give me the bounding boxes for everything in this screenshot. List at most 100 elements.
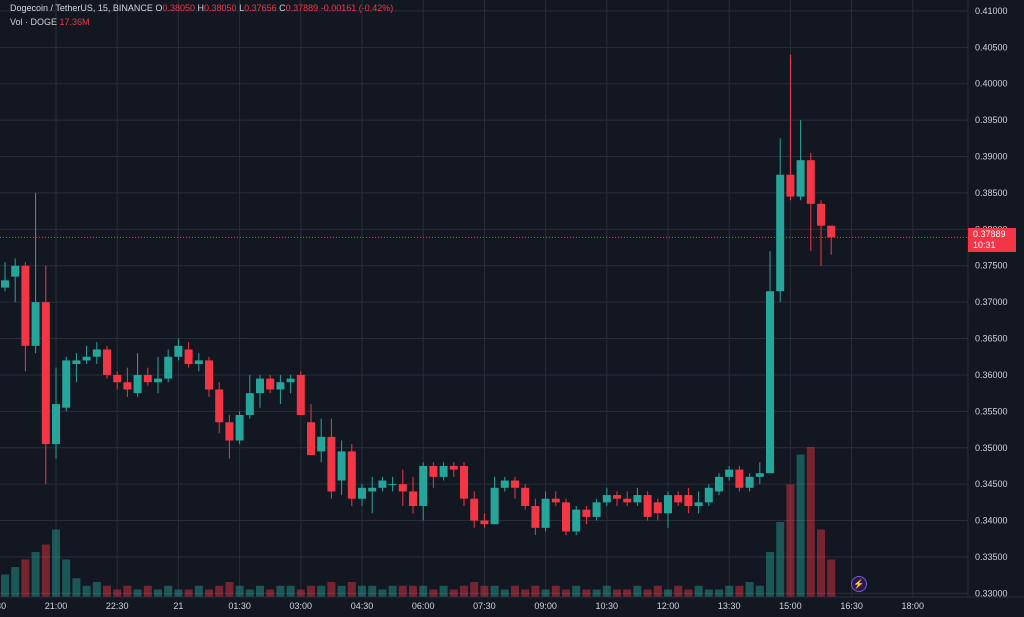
- candle[interactable]: [307, 404, 315, 456]
- candle[interactable]: [337, 440, 346, 496]
- candle[interactable]: [511, 476, 519, 499]
- candle[interactable]: [215, 382, 224, 434]
- candle[interactable]: [409, 476, 417, 514]
- candle[interactable]: [154, 356, 162, 394]
- candle[interactable]: [735, 465, 744, 492]
- candle[interactable]: [113, 371, 122, 390]
- candle[interactable]: [725, 465, 734, 481]
- candle[interactable]: [347, 444, 356, 506]
- volume-bar: [235, 585, 244, 597]
- candle[interactable]: [62, 356, 71, 412]
- candle[interactable]: [613, 491, 621, 506]
- candle[interactable]: [500, 476, 509, 492]
- candle[interactable]: [103, 345, 111, 379]
- candle[interactable]: [602, 487, 611, 506]
- candle[interactable]: [521, 484, 530, 510]
- candle[interactable]: [276, 374, 285, 405]
- candle[interactable]: [123, 367, 132, 397]
- candle[interactable]: [256, 374, 264, 408]
- candle[interactable]: [817, 200, 825, 266]
- candle[interactable]: [82, 345, 91, 365]
- candle[interactable]: [490, 476, 499, 525]
- time-axis[interactable]: 19:30 21:00 22:30 21 01:30 03:00 04:30 06:00 07:…: [0, 601, 924, 611]
- candle[interactable]: [541, 491, 550, 532]
- candle[interactable]: [470, 491, 479, 528]
- volume-bar: [133, 589, 142, 597]
- candle[interactable]: [368, 476, 377, 514]
- candle[interactable]: [205, 356, 213, 397]
- volume-bar: [194, 585, 203, 597]
- candle[interactable]: [827, 225, 836, 255]
- candle[interactable]: [704, 484, 713, 506]
- candle[interactable]: [449, 462, 458, 477]
- candle[interactable]: [572, 505, 581, 536]
- candle[interactable]: [52, 367, 60, 459]
- candles[interactable]: [1, 54, 836, 536]
- candle[interactable]: [164, 349, 173, 383]
- candle[interactable]: [460, 462, 468, 506]
- candle[interactable]: [766, 251, 774, 474]
- low-value: 0.37656: [244, 3, 277, 13]
- candle-body: [725, 469, 734, 477]
- candle[interactable]: [643, 491, 652, 521]
- candle-body: [755, 473, 764, 477]
- candle[interactable]: [684, 487, 693, 514]
- candle[interactable]: [143, 367, 152, 386]
- candle[interactable]: [296, 371, 305, 415]
- candle[interactable]: [21, 262, 30, 372]
- candle[interactable]: [653, 498, 662, 521]
- candle[interactable]: [358, 484, 366, 506]
- candle[interactable]: [531, 498, 540, 536]
- time-tick-label: 07:30: [473, 601, 496, 611]
- volume-bar: [276, 585, 285, 597]
- candle[interactable]: [174, 338, 183, 361]
- candle[interactable]: [92, 342, 101, 365]
- candle[interactable]: [235, 411, 244, 445]
- candle[interactable]: [694, 491, 703, 514]
- candle[interactable]: [41, 265, 50, 485]
- candle[interactable]: [562, 498, 570, 536]
- candle[interactable]: [286, 374, 295, 394]
- candle[interactable]: [776, 138, 785, 303]
- candle[interactable]: [745, 473, 754, 492]
- candle[interactable]: [674, 491, 683, 506]
- candle[interactable]: [1, 262, 9, 292]
- volume-label[interactable]: Vol · DOGE: [10, 17, 58, 27]
- candle[interactable]: [664, 491, 672, 528]
- candle[interactable]: [317, 418, 326, 463]
- candle[interactable]: [266, 374, 275, 394]
- candle[interactable]: [398, 469, 407, 506]
- candle[interactable]: [378, 476, 387, 492]
- candle[interactable]: [623, 491, 632, 506]
- candle[interactable]: [633, 487, 642, 506]
- candle[interactable]: [327, 418, 336, 499]
- symbol-title[interactable]: Dogecoin / TetherUS, 15, BINANCE: [10, 3, 153, 13]
- candle[interactable]: [194, 353, 203, 372]
- lightning-icon[interactable]: ⚡: [851, 576, 867, 592]
- candle[interactable]: [786, 54, 795, 201]
- candle[interactable]: [133, 353, 142, 397]
- candle[interactable]: [582, 505, 591, 525]
- candle[interactable]: [245, 374, 254, 419]
- candle-body: [674, 495, 683, 503]
- candle[interactable]: [551, 491, 560, 506]
- candle[interactable]: [592, 498, 601, 521]
- candle[interactable]: [184, 342, 193, 368]
- candle[interactable]: [806, 152, 815, 252]
- candle[interactable]: [388, 476, 397, 492]
- candle[interactable]: [31, 192, 40, 354]
- candle[interactable]: [715, 473, 723, 496]
- candle-body: [562, 502, 570, 532]
- candle[interactable]: [419, 462, 428, 521]
- price-axis[interactable]: 0.41000 0.40500 0.40000 0.39500 0.39000 0.385…: [975, 6, 1008, 598]
- candle[interactable]: [796, 120, 805, 201]
- candle-body: [41, 302, 50, 445]
- candle[interactable]: [429, 462, 438, 488]
- candle[interactable]: [480, 513, 489, 528]
- candle[interactable]: [72, 353, 81, 383]
- candle[interactable]: [755, 462, 764, 485]
- candle[interactable]: [439, 462, 448, 481]
- candle[interactable]: [11, 258, 20, 303]
- candle[interactable]: [225, 414, 234, 459]
